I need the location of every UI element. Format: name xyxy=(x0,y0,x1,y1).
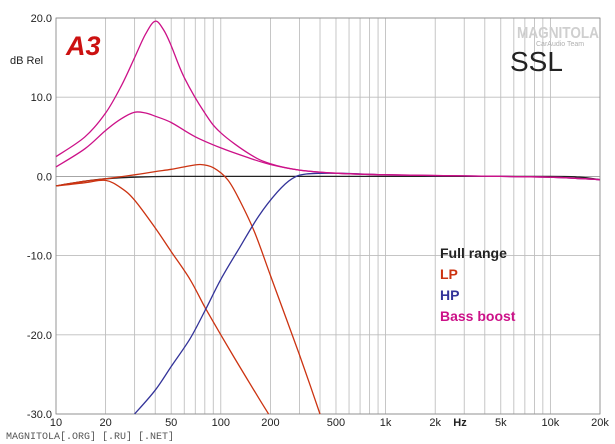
chart-legend: Full range LP HP Bass boost xyxy=(440,245,516,324)
logo-subtext: CarAudio Team xyxy=(536,41,584,48)
minor-gridlines xyxy=(55,18,601,414)
y-tick-label: -10.0 xyxy=(27,251,52,263)
x-tick-label: 500 xyxy=(327,417,345,429)
x-tick-label: 50 xyxy=(165,417,177,429)
major-gridlines xyxy=(55,17,601,415)
legend-full-range: Full range xyxy=(440,245,507,261)
magnitola-logo: MAGNITOLA CarAudio Team xyxy=(517,25,599,48)
y-tick-label: 0.0 xyxy=(37,171,52,183)
x-tick-label: 5k xyxy=(495,417,507,429)
legend-hp: HP xyxy=(440,287,459,303)
x-axis-unit-label: Hz xyxy=(453,417,467,429)
y-axis-label: dB Rel xyxy=(10,55,43,67)
series-line-bass-boost xyxy=(55,20,601,181)
legend-bass-boost: Bass boost xyxy=(440,308,516,324)
series-line-hp xyxy=(134,172,601,415)
legend-lp: LP xyxy=(440,266,458,282)
y-axis-ticks: 20.0 10.0 0.0 -10.0 -20.0 -30.0 xyxy=(27,13,52,421)
site-watermark: MAGNITOLA[.ORG] [.RU] [.NET] xyxy=(6,431,174,443)
brand-ssl: SSL xyxy=(510,46,563,77)
logo-text: MAGNITOLA xyxy=(517,25,599,42)
badge-text: A3 xyxy=(65,31,101,61)
a3-badge: A3 xyxy=(65,31,101,61)
series-line-full-range xyxy=(55,175,601,187)
x-tick-label: 1k xyxy=(380,417,392,429)
series-line-bass-boost xyxy=(55,111,601,181)
x-tick-label: 2k xyxy=(429,417,441,429)
x-tick-label: 100 xyxy=(212,417,230,429)
y-tick-label: -20.0 xyxy=(27,330,52,342)
x-tick-label: 20 xyxy=(99,417,111,429)
x-tick-label: 10k xyxy=(542,417,560,429)
y-tick-label: 20.0 xyxy=(31,13,52,25)
y-tick-label: 10.0 xyxy=(31,92,52,104)
x-tick-label: 10 xyxy=(50,417,62,429)
series-line-lp xyxy=(55,179,270,415)
series-line-lp xyxy=(55,163,321,415)
series-lines xyxy=(55,20,601,415)
y-tick-label: -30.0 xyxy=(27,409,52,421)
plot-frame xyxy=(55,17,601,415)
x-tick-label: 200 xyxy=(261,417,279,429)
x-tick-label: 20k xyxy=(591,417,609,429)
x-axis-ticks: 10 20 50 100 200 500 1k 2k 5k 10k 20k Hz xyxy=(50,417,609,429)
